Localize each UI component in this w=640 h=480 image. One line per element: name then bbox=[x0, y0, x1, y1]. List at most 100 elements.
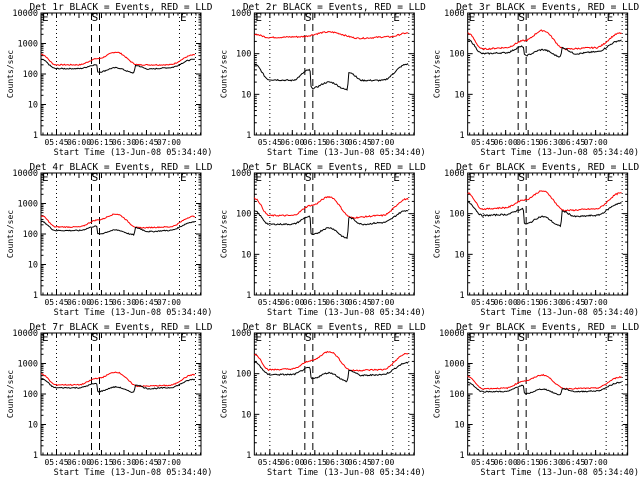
x-tick-label: 06:15 bbox=[303, 298, 327, 307]
y-tick-label: 1000 bbox=[18, 360, 38, 370]
x-tick-label: 06:45 bbox=[134, 458, 158, 467]
chart-title: Det 6r BLACK = Events, RED = LLD bbox=[456, 162, 639, 173]
eclipse-end-marker: E bbox=[393, 331, 400, 344]
plot-frame bbox=[467, 332, 629, 456]
x-tick-label: 07:00 bbox=[584, 458, 608, 467]
series-line-lld bbox=[467, 190, 622, 212]
saa-marker: S bbox=[305, 171, 312, 184]
x-tick-label: 06:15 bbox=[303, 458, 327, 467]
x-tick-label: 05:45 bbox=[44, 298, 68, 307]
y-axis-label: Counts/sec bbox=[433, 210, 442, 258]
x-tick-label: 07:00 bbox=[370, 298, 394, 307]
eclipse-end-marker: E bbox=[607, 11, 614, 24]
y-tick-label: 10 bbox=[28, 261, 38, 271]
y-tick-label: 10000 bbox=[12, 329, 38, 339]
chart-title: Det 3r BLACK = Events, RED = LLD bbox=[456, 2, 639, 13]
y-tick-label: 1 bbox=[33, 291, 38, 301]
eclipse-start-marker: E bbox=[255, 331, 262, 344]
x-tick-label: 06:00 bbox=[494, 298, 518, 307]
chart-title: Det 8r BLACK = Events, RED = LLD bbox=[243, 322, 426, 333]
x-tick-label: 06:15 bbox=[516, 298, 540, 307]
x-tick-label: 06:30 bbox=[539, 458, 563, 467]
eclipse-start-marker: E bbox=[469, 331, 476, 344]
chart-title: Det 7r BLACK = Events, RED = LLD bbox=[29, 322, 212, 333]
y-axis-label: Counts/sec bbox=[6, 210, 15, 258]
chart-panel-9: Det 9r BLACK = Events, RED = LLD 1 10 100 10… bbox=[433, 322, 640, 478]
series-line-lld bbox=[40, 213, 195, 229]
chart-title: Det 1r BLACK = Events, RED = LLD bbox=[29, 2, 212, 13]
y-tick-label: 10 bbox=[241, 90, 251, 100]
series-line-events bbox=[40, 58, 196, 74]
x-tick-label: 06:45 bbox=[348, 458, 372, 467]
x-tick-label: 05:45 bbox=[258, 298, 282, 307]
series-line-lld bbox=[254, 30, 409, 40]
x-tick-label: 06:45 bbox=[561, 458, 585, 467]
chart-title: Det 4r BLACK = Events, RED = LLD bbox=[29, 162, 212, 173]
series-line-events bbox=[254, 209, 409, 240]
plot-frame bbox=[253, 12, 415, 136]
x-tick-label: 06:30 bbox=[539, 138, 563, 147]
x-tick-label: 06:15 bbox=[89, 138, 113, 147]
eclipse-start-marker: E bbox=[255, 171, 262, 184]
x-tick-label: 07:00 bbox=[370, 138, 394, 147]
x-axis-label: Start Time (13-Jun-08 05:34:40) bbox=[267, 468, 426, 478]
saa-marker: S bbox=[518, 11, 525, 24]
series-line-events bbox=[253, 361, 409, 383]
x-tick-label: 06:15 bbox=[89, 458, 113, 467]
y-axis-label: Counts/sec bbox=[433, 50, 442, 98]
eclipse-end-marker: E bbox=[607, 171, 614, 184]
series-line-lld bbox=[253, 195, 409, 219]
x-tick-label: 07:00 bbox=[584, 138, 608, 147]
x-tick-label: 06:45 bbox=[561, 138, 585, 147]
x-tick-label: 06:00 bbox=[494, 138, 518, 147]
x-tick-label: 07:00 bbox=[157, 298, 181, 307]
y-tick-label: 1000 bbox=[18, 200, 38, 210]
y-axis-label: Counts/sec bbox=[219, 210, 228, 258]
x-tick-label: 06:45 bbox=[134, 138, 158, 147]
x-axis-label: Start Time (13-Jun-08 05:34:40) bbox=[480, 148, 639, 158]
chart-panel-6: Det 6r BLACK = Events, RED = LLD 1 10 100 10… bbox=[433, 162, 640, 318]
saa-marker: S bbox=[92, 171, 99, 184]
x-tick-label: 06:45 bbox=[561, 298, 585, 307]
x-tick-label: 05:45 bbox=[258, 458, 282, 467]
y-tick-label: 10 bbox=[454, 250, 464, 260]
y-tick-label: 10 bbox=[28, 101, 38, 111]
plot-frame bbox=[467, 172, 629, 296]
x-tick-label: 06:00 bbox=[67, 138, 91, 147]
y-tick-label: 1 bbox=[460, 291, 465, 301]
eclipse-end-marker: E bbox=[180, 331, 187, 344]
x-tick-label: 06:45 bbox=[348, 138, 372, 147]
y-tick-label: 1000 bbox=[444, 9, 464, 19]
eclipse-start-marker: E bbox=[42, 331, 49, 344]
series-line-lld bbox=[40, 371, 196, 388]
x-tick-label: 07:00 bbox=[584, 298, 608, 307]
y-tick-label: 1000 bbox=[444, 169, 464, 179]
y-tick-label: 100 bbox=[449, 210, 464, 220]
eclipse-end-marker: E bbox=[180, 171, 187, 184]
x-axis-label: Start Time (13-Jun-08 05:34:40) bbox=[54, 308, 213, 318]
series-line-events bbox=[40, 220, 196, 236]
x-axis-label: Start Time (13-Jun-08 05:34:40) bbox=[267, 148, 426, 158]
saa-marker: S bbox=[305, 331, 312, 344]
series-line-events bbox=[467, 201, 622, 228]
saa-marker: S bbox=[518, 331, 525, 344]
series-line-lld bbox=[254, 350, 409, 372]
y-tick-label: 100 bbox=[236, 210, 251, 220]
plot-frame bbox=[467, 12, 629, 136]
saa-marker: S bbox=[518, 171, 525, 184]
saa-marker: S bbox=[92, 11, 99, 24]
x-tick-label: 05:45 bbox=[471, 298, 495, 307]
x-tick-label: 05:45 bbox=[471, 458, 495, 467]
eclipse-start-marker: E bbox=[42, 171, 49, 184]
x-axis-label: Start Time (13-Jun-08 05:34:40) bbox=[480, 308, 639, 318]
x-axis-label: Start Time (13-Jun-08 05:34:40) bbox=[267, 308, 426, 318]
x-tick-label: 06:15 bbox=[516, 138, 540, 147]
series-line-lld bbox=[467, 373, 622, 390]
x-tick-label: 06:45 bbox=[134, 298, 158, 307]
series-line-lld bbox=[41, 51, 196, 66]
y-tick-label: 1 bbox=[460, 131, 465, 141]
series-line-events bbox=[467, 38, 622, 58]
eclipse-start-marker: E bbox=[469, 171, 476, 184]
y-tick-label: 1 bbox=[246, 451, 251, 461]
chart-title: Det 2r BLACK = Events, RED = LLD bbox=[243, 2, 426, 13]
